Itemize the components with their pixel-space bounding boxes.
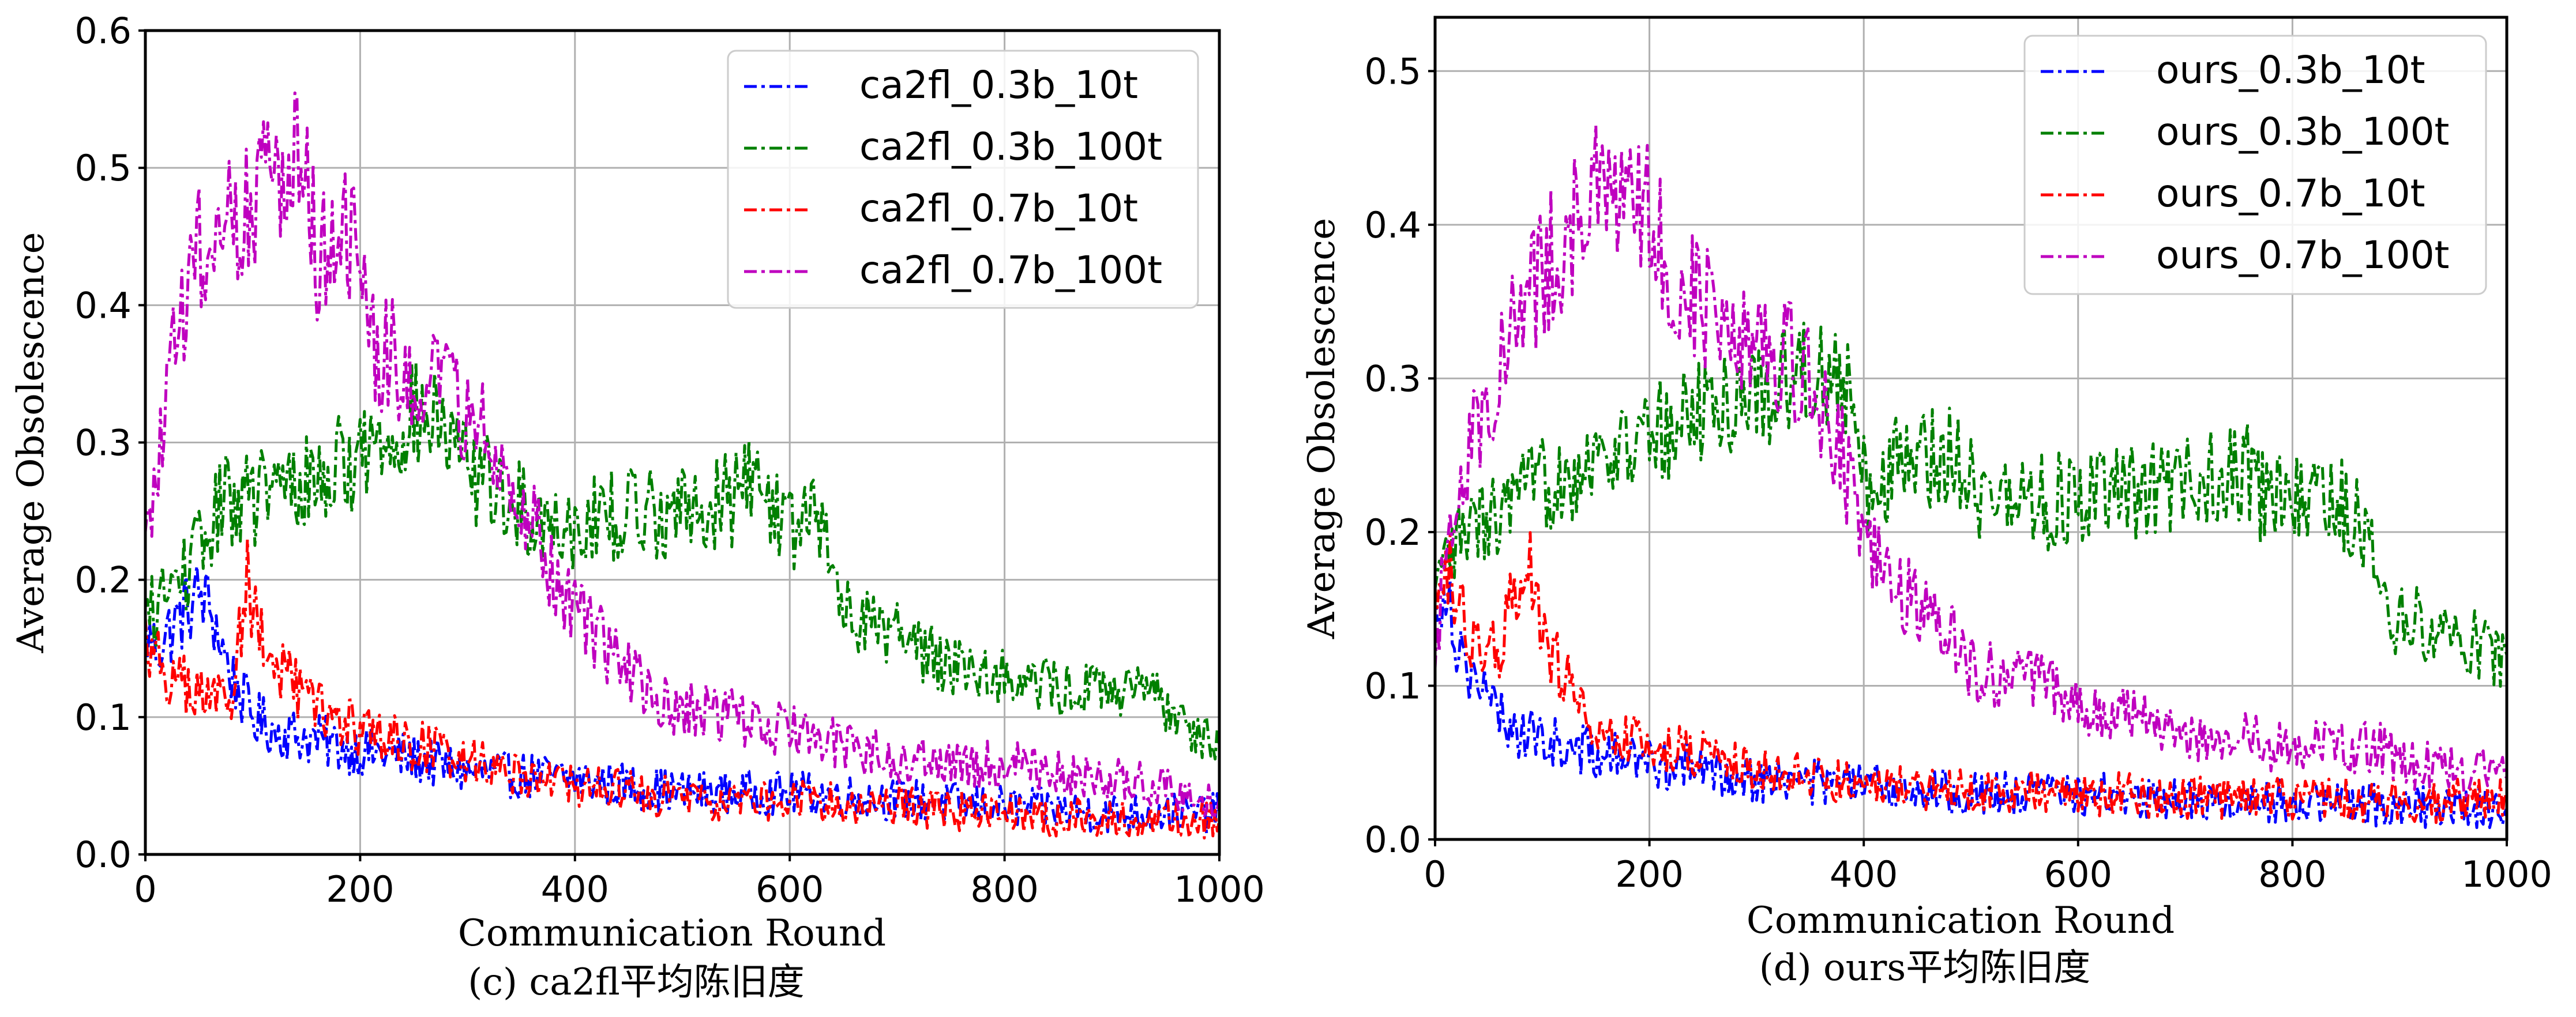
- y-tick-label: 0.0: [1364, 819, 1421, 861]
- chart-ours: 0 200 400 600 800 1000 0.0 0.1 0.2 0.3 0.4 0.5 our…: [1301, 16, 2552, 989]
- figure-caption: (d) ours平均陈旧度: [1759, 947, 2090, 989]
- y-axis-label: Average Obsolescence: [1301, 218, 1343, 639]
- y-tick-label: 0.4: [1364, 204, 1421, 246]
- x-axis-label: Communication Round: [1747, 899, 2175, 942]
- y-tick-label: 0.0: [74, 834, 132, 876]
- legend-label: ours_0.3b_100t: [2156, 110, 2449, 154]
- x-tick-labels: 0 200 400 600 800 1000: [1424, 839, 2552, 895]
- y-tick-label: 0.4: [74, 284, 132, 326]
- y-tick-label: 0.2: [74, 559, 132, 601]
- x-axis-label: Communication Round: [458, 912, 886, 955]
- y-tick-label: 0.3: [74, 422, 132, 464]
- legend-label: ours_0.3b_10t: [2156, 48, 2425, 92]
- legend-box: [727, 50, 1199, 309]
- y-tick-label: 0.1: [1364, 665, 1421, 707]
- legend-label: ca2fl_0.7b_10t: [859, 186, 1138, 231]
- x-tick-label: 800: [2258, 853, 2326, 895]
- y-tick-labels: 0.0 0.1 0.2 0.3 0.4 0.5: [1364, 50, 1435, 861]
- legend-label: ours_0.7b_100t: [2156, 233, 2449, 277]
- x-tick-label: 800: [970, 868, 1038, 910]
- plot-frame: [1433, 16, 2509, 841]
- y-tick-label: 0.6: [74, 10, 132, 52]
- y-axis-label: Average Obsolescence: [10, 232, 52, 653]
- series-line-ours_0.3b_100t: [1433, 321, 2509, 688]
- series-lines: [144, 91, 1221, 840]
- series-line-ca2fl_0.7b_100t: [144, 91, 1221, 820]
- x-tick-label: 400: [1830, 853, 1898, 895]
- legend-label: ca2fl_0.3b_10t: [859, 63, 1138, 107]
- series-line-ours_0.7b_10t: [1433, 531, 2509, 824]
- x-tick-label: 400: [541, 868, 609, 910]
- series-line-ca2fl_0.7b_10t: [144, 538, 1221, 840]
- x-tick-labels: 0 200 400 600 800 1000: [134, 854, 1265, 910]
- y-tick-label: 0.5: [74, 147, 132, 189]
- series-line-ca2fl_0.3b_100t: [144, 360, 1221, 761]
- x-tick-label: 200: [326, 868, 394, 910]
- y-tick-label: 0.2: [1364, 511, 1421, 553]
- legend-label: ca2fl_0.7b_100t: [859, 248, 1162, 292]
- figure-caption: (c) ca2fl平均陈旧度: [468, 961, 805, 1004]
- y-tick-labels: 0.0 0.1 0.2 0.3 0.4 0.5 0.6: [74, 10, 145, 876]
- series-lines: [1433, 123, 2509, 829]
- x-tick-label: 200: [1615, 853, 1683, 895]
- x-tick-label: 1000: [1174, 868, 1265, 910]
- legend-label: ours_0.7b_10t: [2156, 171, 2425, 216]
- legend-box: [2023, 35, 2487, 295]
- x-tick-label: 0: [134, 868, 156, 910]
- x-tick-label: 600: [756, 868, 824, 910]
- chart-ca2fl: 0 200 400 600 800 1000 0.00.10.20.30.40.50.6 …: [10, 10, 1265, 1004]
- legend-label: ca2fl_0.3b_100t: [859, 125, 1162, 169]
- legend: ca2fl_0.3b_10t ca2fl_0.3b_100t ca2fl_0.7b_…: [727, 50, 1199, 309]
- x-tick-label: 600: [2044, 853, 2112, 895]
- y-tick-label: 0.1: [74, 696, 132, 739]
- x-tick-label: 0: [1424, 853, 1446, 895]
- y-tick-label: 0.5: [1364, 50, 1421, 92]
- y-tick-label: 0.3: [1364, 357, 1421, 400]
- legend: ours_0.3b_10t ours_0.3b_100t ours_0.7b_10t…: [2023, 35, 2487, 295]
- x-tick-label: 1000: [2461, 853, 2552, 895]
